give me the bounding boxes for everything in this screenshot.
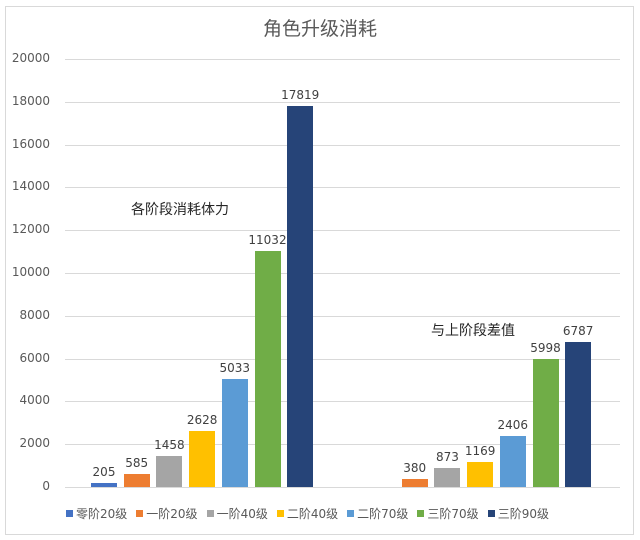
y-tick-label: 12000 bbox=[11, 222, 50, 237]
y-tick-label: 20000 bbox=[11, 51, 50, 65]
legend-swatch-icon bbox=[206, 510, 214, 517]
legend-label: 二阶40级 bbox=[286, 507, 339, 521]
legend-item: 一阶20级 bbox=[136, 505, 198, 522]
data-label: 2406 bbox=[497, 417, 529, 432]
legend-label: 一阶40级 bbox=[216, 507, 268, 521]
bar bbox=[499, 435, 526, 487]
bar bbox=[467, 461, 494, 487]
bar bbox=[532, 358, 559, 487]
y-tick-label: 6000 bbox=[19, 350, 50, 365]
bar bbox=[91, 482, 117, 487]
bar bbox=[401, 478, 428, 487]
group-label-stage-cost: 各阶段消耗体力 bbox=[131, 202, 229, 218]
bar bbox=[221, 379, 248, 487]
data-label: 1458 bbox=[154, 437, 185, 452]
legend-label: 三阶90级 bbox=[497, 507, 549, 521]
gridline bbox=[65, 401, 620, 403]
bar bbox=[254, 250, 281, 487]
data-label: 380 bbox=[403, 460, 427, 475]
legend-item: 零阶20级 bbox=[66, 505, 127, 522]
gridline bbox=[65, 487, 620, 488]
legend-swatch-icon bbox=[276, 510, 284, 517]
legend-label: 二阶70级 bbox=[357, 507, 409, 521]
legend-item: 二阶70级 bbox=[347, 505, 408, 522]
legend-item: 二阶40级 bbox=[276, 505, 339, 522]
gridline bbox=[65, 59, 620, 60]
gridline bbox=[65, 315, 620, 317]
y-tick-label: 18000 bbox=[11, 93, 50, 108]
gridline bbox=[65, 144, 620, 146]
y-tick-label: 10000 bbox=[11, 265, 50, 279]
bar bbox=[189, 430, 216, 487]
data-label: 6787 bbox=[562, 323, 594, 338]
legend-swatch-icon bbox=[136, 510, 144, 517]
y-tick-label: 0 bbox=[42, 479, 50, 493]
data-label: 205 bbox=[92, 464, 116, 479]
data-label: 2628 bbox=[186, 412, 218, 427]
gridline bbox=[65, 358, 620, 360]
y-tick-label: 16000 bbox=[11, 136, 50, 151]
legend-item: 三阶70级 bbox=[417, 505, 479, 522]
data-label: 585 bbox=[125, 456, 149, 471]
chart-title: 角色升级消耗 bbox=[262, 18, 377, 40]
y-tick-label: 14000 bbox=[11, 179, 50, 194]
bar bbox=[156, 455, 183, 487]
data-label: 5033 bbox=[219, 361, 251, 376]
bar bbox=[434, 468, 461, 487]
chart-frame bbox=[5, 6, 634, 535]
group-label-difference: 与上阶段差值 bbox=[431, 323, 515, 339]
legend-label: 一阶20级 bbox=[146, 507, 198, 521]
y-tick-label: 4000 bbox=[19, 393, 50, 408]
gridline bbox=[65, 273, 620, 274]
legend-label: 三阶70级 bbox=[427, 507, 479, 521]
legend-swatch-icon bbox=[487, 510, 495, 517]
data-label: 1169 bbox=[464, 443, 496, 458]
bar bbox=[287, 105, 314, 487]
bar bbox=[123, 474, 150, 487]
data-label: 5998 bbox=[530, 340, 561, 355]
legend-swatch-icon bbox=[66, 510, 73, 517]
legend-swatch-icon bbox=[347, 510, 355, 517]
y-tick-label: 8000 bbox=[19, 307, 50, 322]
gridline bbox=[65, 187, 620, 189]
gridline bbox=[65, 101, 620, 103]
y-tick-label: 2000 bbox=[19, 436, 50, 451]
legend-swatch-icon bbox=[417, 510, 425, 517]
gridline bbox=[65, 230, 620, 232]
legend: 零阶20级 一阶20级 一阶40级 二阶40级 二阶70级 三阶70级 三阶90级 bbox=[66, 505, 549, 522]
bar bbox=[565, 341, 592, 487]
data-label: 873 bbox=[435, 450, 459, 465]
legend-item: 三阶90级 bbox=[487, 505, 549, 522]
data-label: 17819 bbox=[281, 87, 320, 102]
data-label: 11032 bbox=[248, 232, 287, 247]
legend-label: 零阶20级 bbox=[76, 507, 128, 521]
gridline bbox=[65, 444, 620, 446]
legend-item: 一阶40级 bbox=[206, 505, 268, 522]
